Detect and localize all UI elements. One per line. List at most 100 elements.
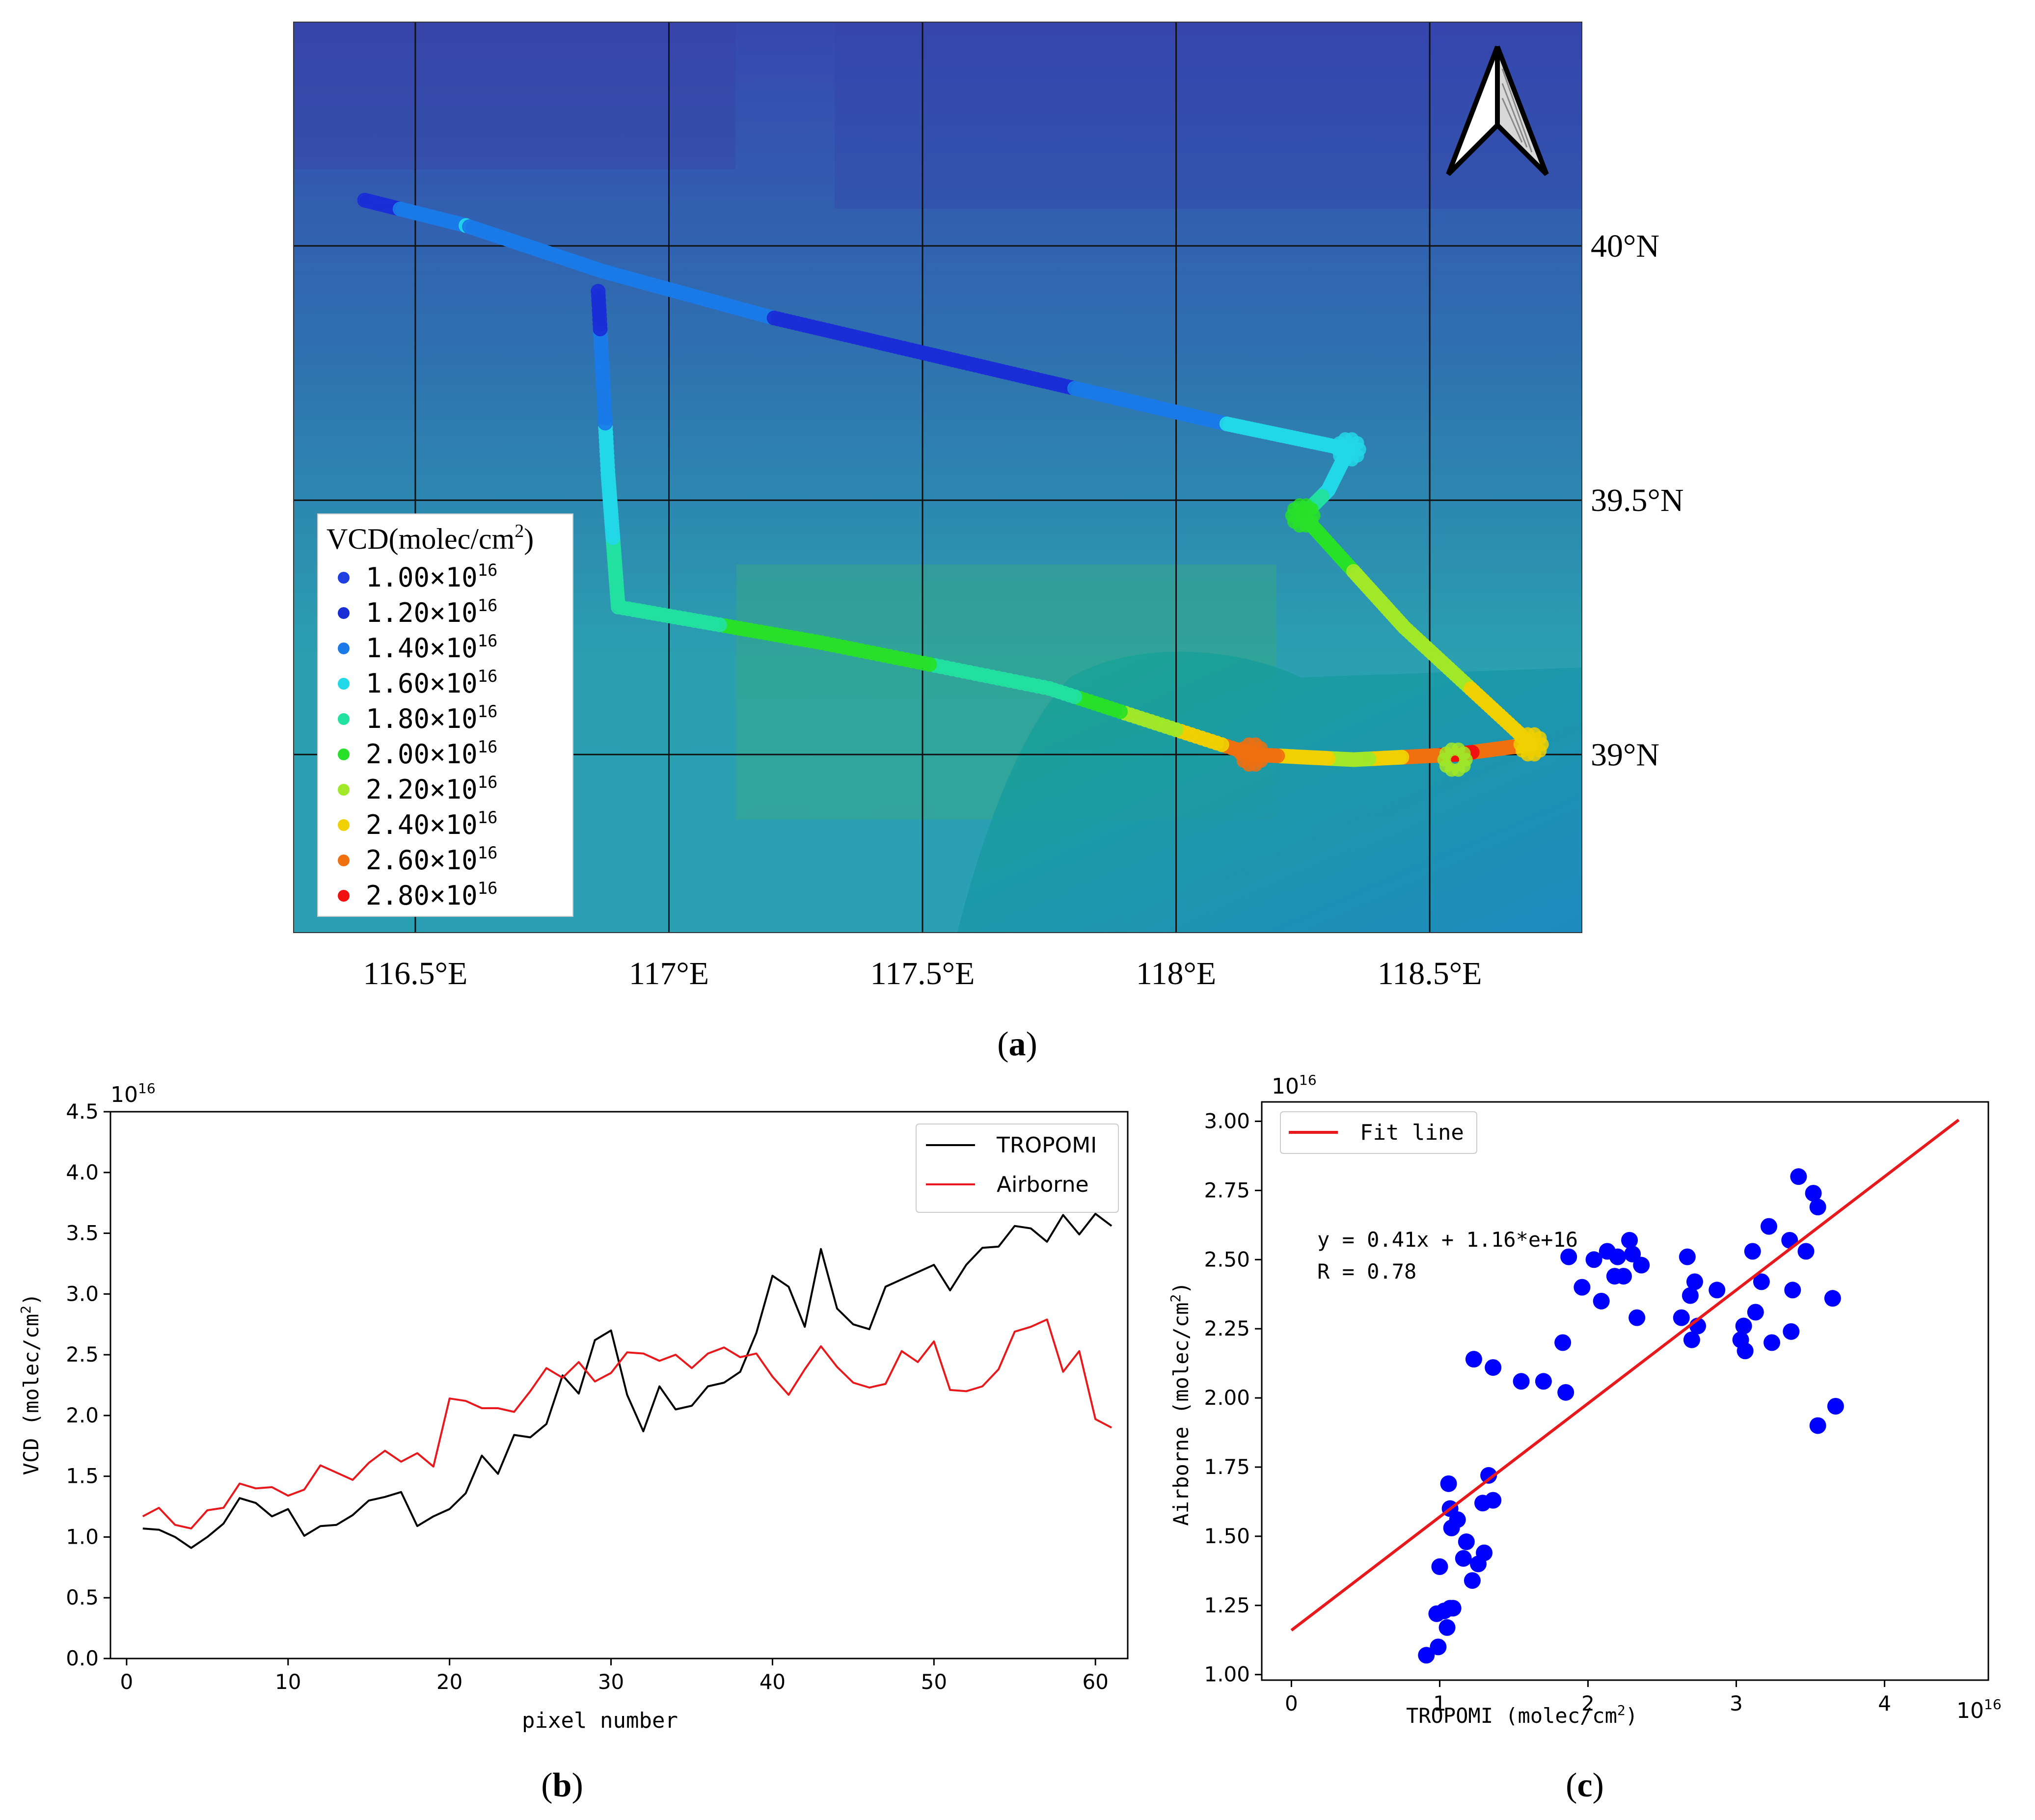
scatter-point: [1747, 1304, 1764, 1321]
lat-tick-label: 39°N: [1591, 737, 1659, 773]
scatter-point: [1557, 1384, 1574, 1401]
legend-marker: [338, 678, 350, 690]
line-x-label: pixel number: [522, 1708, 678, 1733]
scatter-point: [1444, 1600, 1462, 1617]
scatter-axis-ticks: 0 1 2 3 4 1.00 1.25 1.50 1.75 2.00 2.25 2.50 2.75 3.0…: [1204, 1109, 1891, 1715]
scatter-y-label: Airborne (molec/cm2): [1167, 1282, 1193, 1526]
scatter-point: [1621, 1231, 1638, 1249]
legend-entry-label: 1.40×1016: [366, 631, 498, 664]
line-x-tick-label: 30: [598, 1670, 624, 1694]
lon-tick-label: 117.5°E: [870, 956, 975, 991]
scatter-point: [1753, 1273, 1770, 1290]
scatter-point: [1764, 1334, 1781, 1351]
scatter-point: [1679, 1248, 1696, 1265]
flight-track: [357, 192, 1549, 777]
track-loop-point: [1350, 436, 1364, 450]
scatter-point: [1560, 1248, 1577, 1265]
scatter-point: [1485, 1359, 1502, 1376]
scatter-x-tick-label: 2: [1581, 1691, 1595, 1715]
scatter-y-tick-label: 1.00: [1204, 1662, 1250, 1686]
scatter-point: [1585, 1251, 1602, 1268]
latitude-labels: 40°N 39.5°N 39°N: [1591, 228, 1684, 773]
scatter-point: [1458, 1533, 1475, 1551]
scatter-y-multiplier: 1016: [1272, 1072, 1317, 1099]
track-loop-point: [1254, 741, 1268, 755]
scatter-point: [1418, 1647, 1435, 1664]
panel-c-caption: (c): [1566, 1766, 1604, 1804]
scatter-point: [1624, 1246, 1641, 1262]
scatter-point: [1809, 1417, 1826, 1434]
line-x-tick-label: 0: [120, 1670, 134, 1694]
map-legend: VCD(molec/cm2) 1.00×10161.20×10161.40×10…: [317, 513, 573, 917]
legend-marker: [338, 607, 350, 619]
fit-line: [1290, 1119, 1960, 1632]
scatter-point: [1464, 1572, 1481, 1589]
scatter-point: [1535, 1373, 1552, 1390]
scatter-x-label: TROPOMI (molec/cm2): [1406, 1702, 1638, 1728]
scatter-point: [1430, 1638, 1447, 1656]
map-north-shade: [835, 22, 1582, 209]
legend-marker: [338, 784, 350, 796]
scatter-y-tick-label: 1.25: [1204, 1593, 1250, 1617]
scatter-point: [1480, 1467, 1497, 1484]
scatter-point: [1609, 1248, 1626, 1265]
lon-tick-label: 118.5°E: [1378, 956, 1482, 991]
scatter-points: [1418, 1168, 1844, 1664]
line-chart: 1016 0 10 20 30 40 50 60 0.0 0.5 1.0 1.5 2.0 2.5 3.0 3…: [18, 1080, 1129, 1733]
scatter-point: [1760, 1218, 1777, 1235]
legend-entry-label: 2.60×1016: [366, 843, 498, 876]
scatter-point: [1805, 1185, 1822, 1202]
line-y-tick-label: 4.5: [66, 1099, 99, 1124]
legend-label-tropomi: TROPOMI: [996, 1133, 1097, 1158]
scatter-point: [1790, 1168, 1807, 1185]
scatter-x-multiplier: 1016: [1956, 1696, 2002, 1723]
panel-a-caption: (a): [997, 1025, 1037, 1063]
scatter-point: [1744, 1243, 1761, 1260]
legend-marker: [338, 642, 350, 654]
legend-entry-label: 1.60×1016: [366, 667, 498, 699]
line-y-tick-label: 3.0: [66, 1282, 99, 1306]
legend-marker: [338, 819, 350, 831]
line-y-tick-label: 4.0: [66, 1160, 99, 1184]
line-y-tick-label: 3.5: [66, 1221, 99, 1245]
line-x-tick-label: 20: [436, 1670, 462, 1694]
scatter-point: [1615, 1268, 1632, 1285]
series-line-tropomi: [142, 1212, 1112, 1549]
map-mountain-shade: [294, 22, 735, 169]
line-x-tick-label: 60: [1082, 1670, 1108, 1694]
scatter-point: [1783, 1323, 1800, 1340]
scatter-point: [1554, 1334, 1572, 1351]
scatter-point: [1593, 1292, 1610, 1310]
legend-marker: [338, 855, 350, 866]
legend-entry-label: 2.40×1016: [366, 808, 498, 840]
scatter-point: [1440, 1475, 1457, 1492]
line-y-tick-label: 0.0: [66, 1646, 99, 1670]
legend-entry-label: 1.80×1016: [366, 702, 498, 734]
scatter-point: [1683, 1331, 1700, 1348]
scatter-x-tick-label: 3: [1730, 1691, 1743, 1715]
scatter-point: [1709, 1282, 1726, 1299]
map-panel: VCD(molec/cm2) 1.00×10161.20×10161.40×10…: [293, 22, 1684, 991]
scatter-y-tick-label: 1.75: [1204, 1455, 1250, 1479]
scatter-y-tick-label: 2.25: [1204, 1316, 1250, 1340]
line-y-tick-label: 2.5: [66, 1342, 99, 1366]
scatter-y-tick-label: 2.75: [1204, 1178, 1250, 1202]
scatter-point: [1431, 1558, 1448, 1575]
scatter-point: [1449, 1511, 1466, 1528]
legend-entry-label: 2.20×1016: [366, 773, 498, 805]
track-point: [591, 284, 606, 299]
scatter-point: [1682, 1287, 1699, 1304]
legend-label-airborne: Airborne: [997, 1172, 1089, 1197]
series-line-airborne: [142, 1318, 1112, 1530]
north-arrow-icon: [1446, 46, 1549, 176]
line-legend: TROPOMI Airborne: [916, 1124, 1119, 1213]
line-y-label: VCD (molec/cm2): [18, 1293, 43, 1475]
panel-b-caption: (b): [541, 1766, 583, 1804]
legend-label-fit: Fit line: [1360, 1120, 1464, 1145]
fit-r-value: R = 0.78: [1317, 1259, 1416, 1284]
scatter-point: [1824, 1290, 1841, 1307]
scatter-x-tick-label: 1: [1433, 1691, 1446, 1715]
legend-title: VCD(molec/cm2): [326, 521, 534, 555]
scatter-point: [1628, 1309, 1646, 1326]
scatter-y-tick-label: 2.00: [1204, 1386, 1250, 1410]
